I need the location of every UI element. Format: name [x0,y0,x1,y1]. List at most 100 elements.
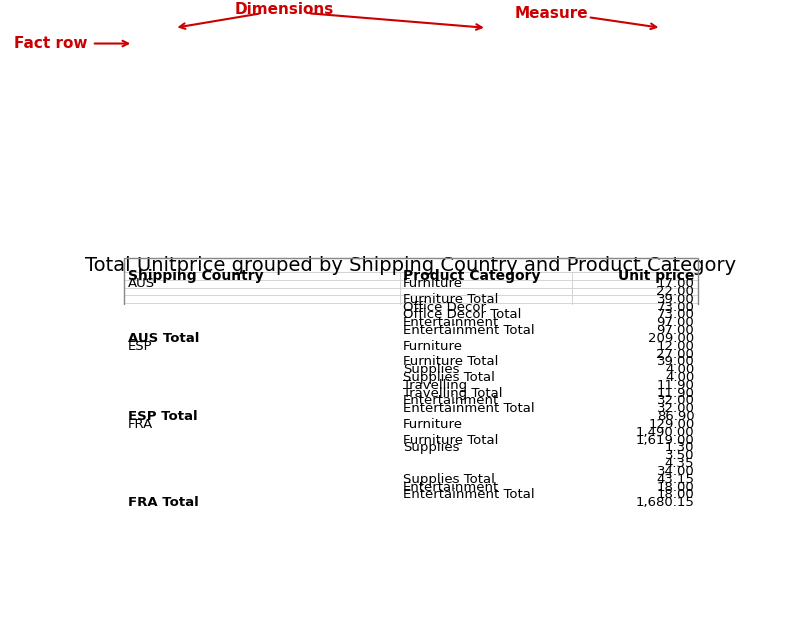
Text: 39.00: 39.00 [656,293,695,306]
Bar [571,436,698,444]
Text: 12.00: 12.00 [656,340,695,353]
Bar [571,342,698,350]
Bar [124,358,400,366]
Bar [400,342,571,350]
Text: Travelling: Travelling [403,379,467,392]
Text: 34.00: 34.00 [656,465,695,478]
Bar [124,280,400,288]
Text: 1.30: 1.30 [665,442,695,454]
Bar [400,288,571,295]
Bar [124,467,400,475]
Bar [400,460,571,467]
Text: Travelling Total: Travelling Total [403,387,502,400]
Bar [124,288,400,295]
Bar [400,381,571,389]
Bar [124,475,400,483]
Text: Supplies: Supplies [403,442,460,454]
Text: Fact row: Fact row [14,36,87,51]
Bar [400,295,571,303]
Bar [571,467,698,475]
Bar [571,303,698,311]
Bar [400,429,571,436]
Bar [400,499,571,506]
Text: Office Decor: Office Decor [403,300,486,313]
Bar [400,421,571,429]
Text: 209.00: 209.00 [648,332,695,345]
Bar [400,311,571,319]
Bar [571,358,698,366]
Bar [124,483,400,491]
Text: 4.00: 4.00 [665,371,695,384]
Text: 4.35: 4.35 [665,457,695,470]
Bar [124,429,400,436]
Bar [400,452,571,460]
Bar [124,452,400,460]
Text: 18.00: 18.00 [656,488,695,502]
Text: Furniture Total: Furniture Total [403,434,498,447]
Text: 73.00: 73.00 [656,300,695,313]
Bar [571,452,698,460]
Bar [571,335,698,342]
Bar [124,460,400,467]
Text: 4.00: 4.00 [665,363,695,376]
Text: Measure: Measure [514,6,588,21]
Bar [400,397,571,405]
Text: AUS Total: AUS Total [128,332,199,345]
Bar [124,491,400,499]
Bar [400,467,571,475]
Text: 43.15: 43.15 [656,473,695,486]
Bar [124,499,400,506]
Text: Furniture: Furniture [403,340,463,353]
Text: Furniture: Furniture [403,277,463,290]
Text: AUS: AUS [128,277,155,290]
Bar [400,475,571,483]
Bar [400,491,571,499]
Bar [571,366,698,374]
Bar [124,258,698,272]
Text: 129.00: 129.00 [648,418,695,431]
Text: Entertainment: Entertainment [403,480,499,493]
Text: 22.00: 22.00 [656,285,695,298]
Bar [124,389,400,397]
Text: 11.90: 11.90 [656,387,695,400]
Text: Office Decor Total: Office Decor Total [403,308,521,321]
Text: Unit price: Unit price [618,269,695,283]
Bar [571,499,698,506]
Text: FRA Total: FRA Total [128,496,199,509]
Bar [571,460,698,467]
Text: 27.00: 27.00 [656,348,695,361]
Text: Entertainment: Entertainment [403,394,499,407]
Bar [571,326,698,335]
Text: Product Category: Product Category [403,269,541,283]
Bar [400,374,571,381]
Bar [571,421,698,429]
Bar [124,272,400,280]
Bar [400,319,571,326]
Bar [124,436,400,444]
Bar [571,280,698,288]
Text: 97.00: 97.00 [656,316,695,329]
Text: Total Unitprice grouped by Shipping Country and Product Category: Total Unitprice grouped by Shipping Coun… [86,255,736,275]
Bar [571,374,698,381]
Text: ESP Total: ESP Total [128,410,197,423]
Bar [124,342,400,350]
Bar [124,412,400,421]
Bar [571,319,698,326]
Text: Supplies Total: Supplies Total [403,371,495,384]
Text: Furniture: Furniture [403,418,463,431]
Text: 1,619.00: 1,619.00 [636,434,695,447]
Bar [124,397,400,405]
Text: 1,680.15: 1,680.15 [636,496,695,509]
Text: 11.90: 11.90 [656,379,695,392]
Bar [400,436,571,444]
Text: 17.00: 17.00 [656,277,695,290]
Bar [571,429,698,436]
Text: ESP: ESP [128,340,152,353]
Bar [571,405,698,412]
Bar [124,303,400,311]
Text: Furniture Total: Furniture Total [403,355,498,368]
Bar [400,412,571,421]
Text: Supplies Total: Supplies Total [403,473,495,486]
Bar [124,421,400,429]
Text: 18.00: 18.00 [656,480,695,493]
